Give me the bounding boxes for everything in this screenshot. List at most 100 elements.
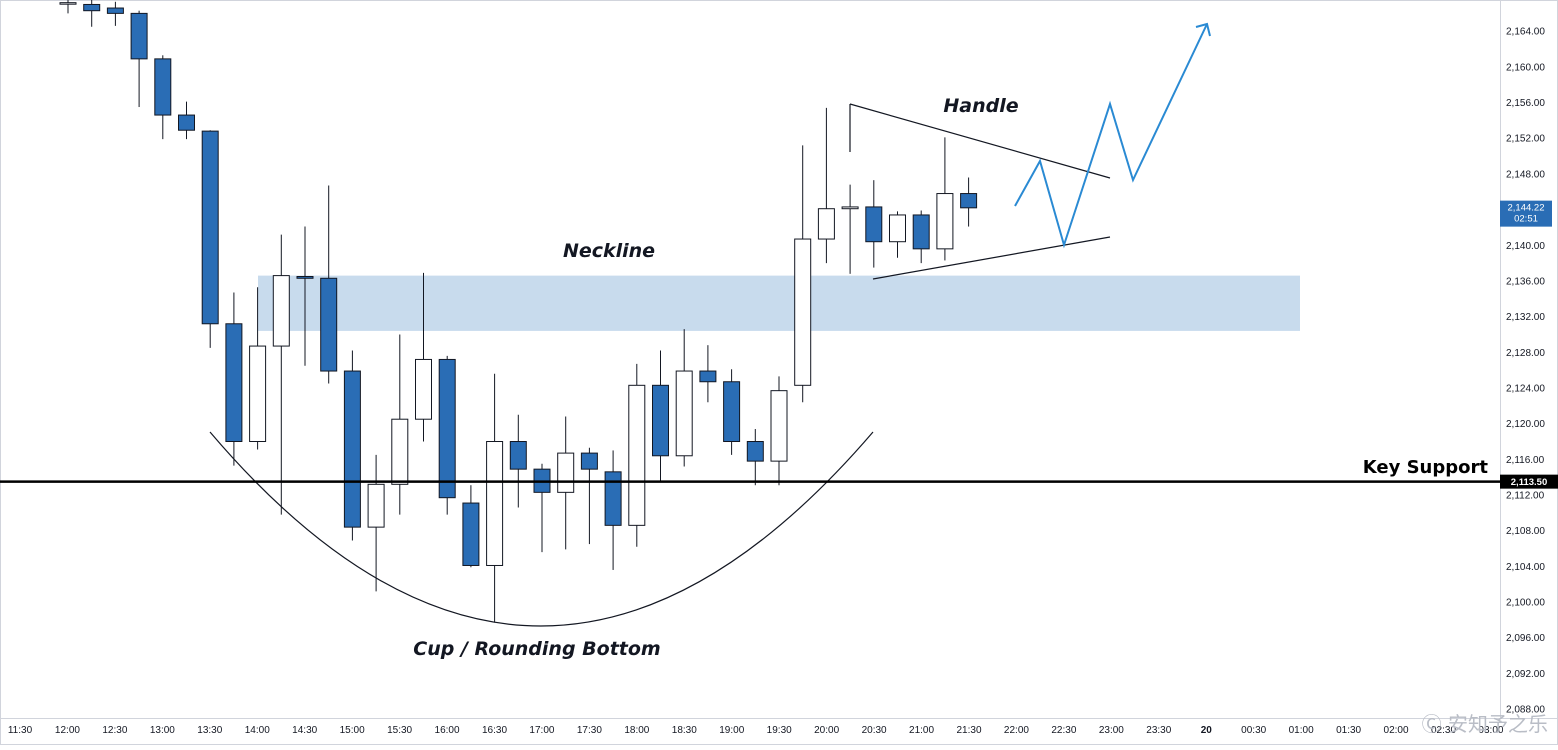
candle (225, 292, 243, 466)
candle-body (865, 206, 883, 243)
candle (106, 1, 124, 26)
y-tick-label: 2,132.00 (1506, 312, 1545, 323)
price-axis: 2,164.00 2,160.00 2,156.00 2,152.00 2,148.00… (1506, 27, 1545, 716)
candle-body (723, 381, 741, 443)
candle-body (225, 323, 243, 443)
x-tick-label: 17:30 (577, 725, 602, 736)
cup-label: Cup / Rounding Bottom (413, 638, 660, 660)
candle-body (106, 7, 124, 14)
y-tick-label: 2,112.00 (1506, 491, 1545, 502)
candle (604, 450, 622, 570)
x-tick-label: 19:00 (719, 725, 744, 736)
key-support-label: Key Support (1363, 457, 1489, 478)
x-tick-label: 16:00 (435, 725, 460, 736)
y-tick-label: 2,164.00 (1506, 27, 1545, 38)
candle-body (154, 58, 172, 116)
candle-body (415, 358, 432, 420)
candle (723, 369, 741, 455)
x-tick-label: 13:00 (150, 725, 175, 736)
x-tick-label: 11:30 (8, 725, 33, 736)
time-axis: 11:30 12:00 12:30 13:00 13:30 14:00 14:30 15:00… (8, 725, 1504, 736)
candle (533, 463, 551, 553)
candle-body (509, 441, 527, 470)
neckline-zone (258, 275, 1300, 331)
y-tick-label: 2,120.00 (1506, 419, 1545, 430)
last-price-countdown: 02:51 (1514, 214, 1538, 225)
candle (272, 234, 290, 515)
x-tick-label: 14:00 (245, 725, 270, 736)
y-tick-label: 2,160.00 (1506, 62, 1545, 73)
candle (415, 272, 432, 442)
y-tick-label: 2,128.00 (1506, 348, 1545, 359)
y-tick-label: 2,156.00 (1506, 98, 1545, 109)
candle-body (794, 238, 812, 386)
x-tick-label: 03:00 (1478, 725, 1503, 736)
x-tick-label: 12:30 (102, 725, 127, 736)
key-support-price: 2,113.50 (1511, 477, 1547, 488)
handle-label: Handle (943, 95, 1018, 117)
y-tick-label: 2,116.00 (1506, 455, 1545, 466)
candle (320, 185, 338, 384)
candle-body (889, 214, 906, 243)
y-tick-label: 2,100.00 (1506, 598, 1545, 609)
x-tick-label: 17:00 (529, 725, 554, 736)
y-tick-label: 2,136.00 (1506, 276, 1545, 287)
y-tick-label: 2,088.00 (1506, 705, 1545, 716)
candle (391, 334, 409, 515)
projection-arrowhead (1195, 22, 1211, 37)
y-tick-label: 2,140.00 (1506, 241, 1545, 252)
x-tick-label: 01:30 (1336, 725, 1361, 736)
candle (343, 350, 361, 541)
candle (580, 447, 598, 545)
candle (201, 130, 219, 348)
x-tick-label: 15:00 (340, 725, 365, 736)
x-tick-label: 19:30 (767, 725, 792, 736)
candle (794, 145, 812, 403)
x-tick-label: 20:00 (814, 725, 839, 736)
candle-body (343, 370, 361, 528)
candle (367, 454, 385, 592)
candle (557, 416, 575, 550)
candle-body (249, 345, 267, 443)
candle (865, 180, 883, 268)
candle (83, 0, 101, 27)
candle-body (272, 275, 290, 347)
candle-body (770, 390, 788, 462)
x-tick-label: 18:00 (624, 725, 649, 736)
candle-body (201, 130, 219, 325)
candle (817, 107, 835, 264)
cup-curve (209, 431, 874, 627)
candle-body (604, 471, 622, 526)
candle (628, 363, 646, 547)
y-tick-label: 2,096.00 (1506, 633, 1545, 644)
candle (936, 137, 954, 261)
y-tick-label: 2,108.00 (1506, 526, 1545, 537)
candle (178, 101, 195, 140)
x-tick-label: 01:00 (1289, 725, 1314, 736)
candle (912, 210, 930, 264)
candle-body (580, 452, 598, 470)
last-price: 2,144.22 (1508, 203, 1545, 214)
y-tick-label: 2,148.00 (1506, 169, 1545, 180)
candle-body (438, 358, 456, 499)
candle (699, 345, 717, 403)
candle-body (367, 483, 385, 528)
candle-body (486, 441, 504, 566)
candle (746, 429, 764, 486)
candle (509, 414, 527, 508)
candle (296, 226, 314, 366)
x-tick-label: 02:00 (1384, 725, 1409, 736)
x-tick-label: 14:30 (292, 725, 317, 736)
handle-lower-line (872, 236, 1111, 280)
y-tick-label: 2,124.00 (1506, 383, 1545, 394)
candle-body (841, 206, 859, 210)
projection-path (1014, 23, 1208, 249)
x-tick-label: 18:30 (672, 725, 697, 736)
x-tick-label: 21:00 (909, 725, 934, 736)
candle-body (83, 3, 101, 12)
candle-body (960, 193, 978, 209)
candle (770, 376, 788, 486)
candle-body (391, 418, 409, 485)
candle-body (699, 370, 717, 383)
x-tick-label: 12:00 (55, 725, 80, 736)
